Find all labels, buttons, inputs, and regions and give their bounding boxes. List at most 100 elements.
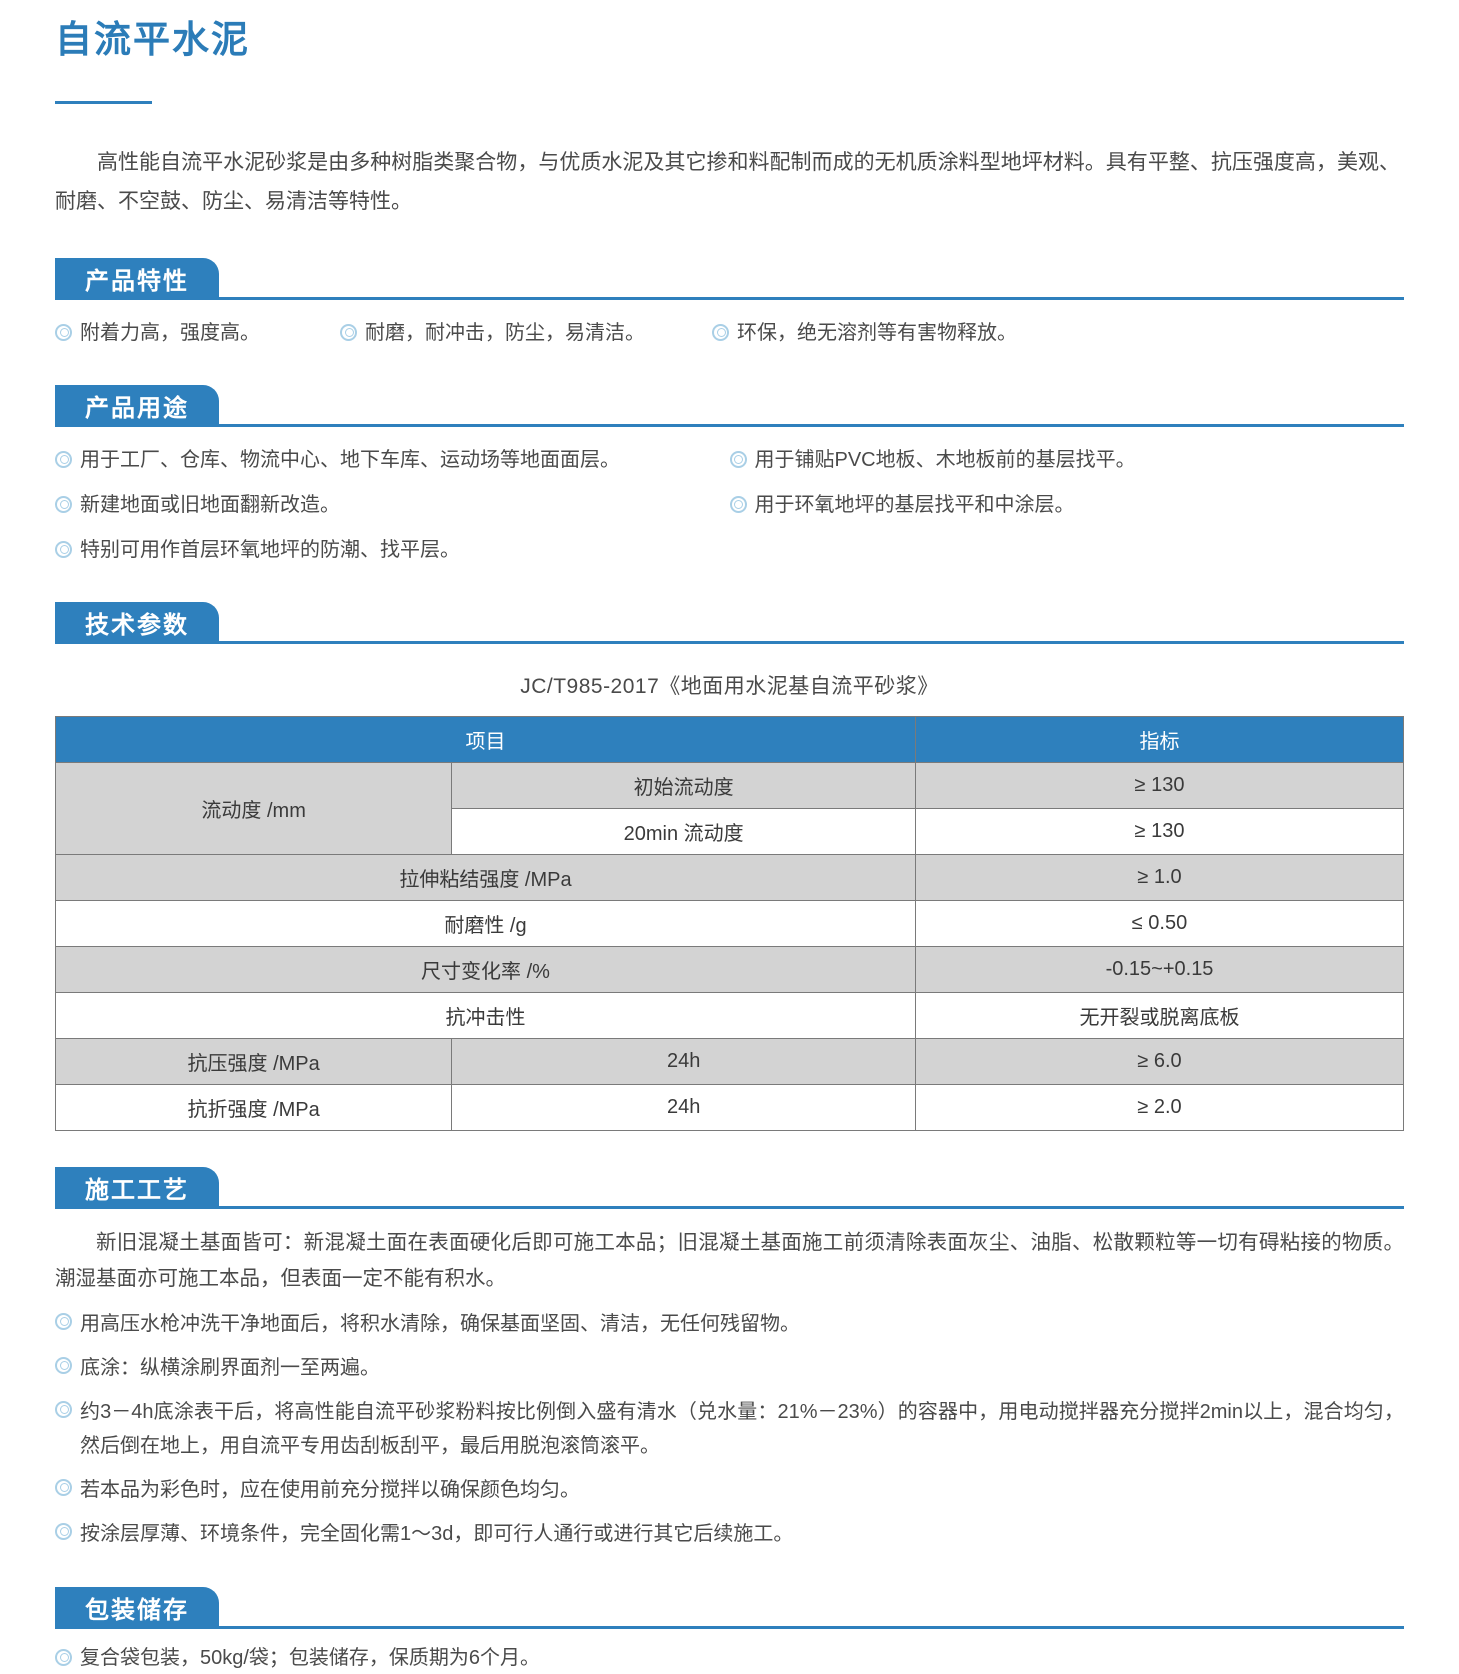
section-tech-params: 技术参数 JC/T985-2017《地面用水泥基自流平砂浆》 项目 指标 流动度… — [54, 601, 1404, 1131]
table-row: 流动度 /mm 初始流动度 ≥ 130 — [54, 761, 1404, 855]
intro-paragraph: 高性能自流平水泥砂浆是由多种树脂类聚合物，与优质水泥及其它掺和料配制而成的无机质… — [55, 151, 1400, 213]
section-badge-features: 产品特性 — [55, 257, 219, 300]
table-row: 耐磨性 /g ≤ 0.50 — [55, 899, 1404, 947]
double-circle-bullet-icon — [55, 1356, 72, 1374]
table-row: 抗冲击性 无开裂或脱离底板 — [55, 991, 1404, 1039]
list-item-label: 用高压水枪冲洗干净地面后，将积水清除，确保基面坚固、清洁，无任何残留物。 — [80, 1312, 800, 1335]
list-item-label: 若本品为彩色时，应在使用前充分搅拌以确保颜色均匀。 — [80, 1478, 580, 1501]
list-item: 用于工厂、仓库、物流中心、地下车库、运动场等地面面层。 — [55, 445, 700, 476]
page-title: 自流平水泥 — [55, 19, 250, 60]
double-circle-bullet-icon — [712, 323, 729, 341]
section-features: 产品特性 附着力高，强度高。 耐磨，耐冲击，防尘，易清洁。 环保，绝无溶剂等有害… — [55, 257, 1404, 349]
section-header-packaging: 包装储存 — [55, 1586, 1404, 1629]
double-circle-bullet-icon — [55, 1478, 72, 1496]
cell-sub: 24h — [451, 1037, 916, 1085]
cell-item: 尺寸变化率 /% — [55, 945, 916, 993]
cell-value: ≥ 130 — [915, 807, 1404, 855]
tech-params-table: 项目 指标 流动度 /mm 初始流动度 ≥ 130 20min 流动度 ≥ 13… — [54, 715, 1404, 1131]
double-circle-bullet-icon — [55, 1400, 72, 1418]
table-row: 20min 流动度 ≥ 130 — [55, 807, 1404, 855]
double-circle-bullet-icon — [340, 323, 357, 341]
double-circle-bullet-icon — [55, 1522, 72, 1540]
column-header-index: 指标 — [915, 715, 1404, 763]
list-item: 用于环氧地坪的基层找平和中涂层。 — [729, 490, 1375, 521]
cell-value: ≤ 0.50 — [915, 899, 1404, 947]
list-item: 附着力高，强度高。 — [55, 318, 340, 349]
section-badge-packaging: 包装储存 — [55, 1586, 219, 1629]
list-item: 约3－4h底涂表干后，将高性能自流平砂浆粉料按比例倒入盛有清水（兑水量：21%－… — [55, 1395, 1404, 1463]
process-list: 用高压水枪冲洗干净地面后，将积水清除，确保基面坚固、清洁，无任何残留物。 底涂：… — [55, 1307, 1404, 1551]
table-row: 抗折强度 /MPa 24h ≥ 2.0 — [54, 1083, 1404, 1131]
cell-value: -0.15~+0.15 — [915, 945, 1404, 993]
uses-column-left: 用于工厂、仓库、物流中心、地下车库、运动场等地面面层。 新建地面或旧地面翻新改造… — [55, 431, 730, 566]
list-item-label: 用于环氧地坪的基层找平和中涂层。 — [754, 493, 1075, 516]
section-process: 施工工艺 新旧混凝土基面皆可：新混凝土面在表面硬化后即可施工本品；旧混凝土基面施… — [55, 1166, 1404, 1551]
table-row: 拉伸粘结强度 /MPa ≥ 1.0 — [55, 853, 1404, 901]
list-item-label: 特别可用作首层环氧地坪的防潮、找平层。 — [80, 538, 460, 561]
section-header-tech: 技术参数 — [55, 601, 1404, 644]
section-uses: 产品用途 用于工厂、仓库、物流中心、地下车库、运动场等地面面层。 新建地面或旧地… — [55, 384, 1404, 566]
product-datasheet-page: 自流平水泥 高性能自流平水泥砂浆是由多种树脂类聚合物，与优质水泥及其它掺和料配制… — [54, 19, 1404, 1669]
list-item: 耐磨，耐冲击，防尘，易清洁。 — [340, 318, 712, 349]
list-item-label: 复合袋包装，50kg/袋；包装储存，保质期为6个月。 — [80, 1646, 541, 1669]
cell-sub: 20min 流动度 — [451, 807, 916, 855]
cell-value: ≥ 130 — [915, 761, 1404, 809]
section-header-process: 施工工艺 — [55, 1166, 1404, 1209]
table-header-row: 项目 指标 — [55, 715, 1404, 763]
uses-grid: 用于工厂、仓库、物流中心、地下车库、运动场等地面面层。 新建地面或旧地面翻新改造… — [55, 431, 1404, 566]
section-rule — [55, 423, 1404, 427]
list-item: 环保，绝无溶剂等有害物释放。 — [712, 318, 1017, 349]
list-item: 新建地面或旧地面翻新改造。 — [55, 490, 700, 521]
list-item-label: 用于工厂、仓库、物流中心、地下车库、运动场等地面面层。 — [80, 448, 620, 471]
list-item: 特别可用作首层环氧地坪的防潮、找平层。 — [55, 535, 700, 566]
double-circle-bullet-icon — [55, 323, 72, 341]
cell-item: 抗压强度 /MPa — [54, 1037, 453, 1085]
section-badge-uses: 产品用途 — [55, 384, 219, 427]
double-circle-bullet-icon — [55, 540, 72, 558]
cell-sub: 24h — [451, 1083, 916, 1131]
list-item-label: 用于铺贴PVC地板、木地板前的基层找平。 — [754, 448, 1136, 471]
list-item-label: 按涂层厚薄、环境条件，完全固化需1～3d，即可行人通行或进行其它后续施工。 — [80, 1522, 794, 1545]
double-circle-bullet-icon — [55, 450, 72, 468]
list-item: 底涂：纵横涂刷界面剂一至两遍。 — [55, 1351, 1404, 1385]
list-item: 用于铺贴PVC地板、木地板前的基层找平。 — [729, 445, 1375, 476]
list-item: 若本品为彩色时，应在使用前充分搅拌以确保颜色均匀。 — [55, 1473, 1404, 1507]
cell-item: 抗冲击性 — [55, 991, 916, 1039]
list-item-label: 新建地面或旧地面翻新改造。 — [80, 493, 340, 516]
section-rule — [55, 640, 1404, 644]
cell-value: ≥ 1.0 — [915, 853, 1404, 901]
process-paragraph: 新旧混凝土基面皆可：新混凝土面在表面硬化后即可施工本品；旧混凝土基面施工前须清除… — [55, 1230, 1404, 1290]
cell-item: 流动度 /mm — [54, 761, 453, 855]
cell-item: 耐磨性 /g — [55, 899, 916, 947]
double-circle-bullet-icon — [729, 495, 747, 513]
cell-value: ≥ 6.0 — [915, 1037, 1404, 1085]
list-item: 用高压水枪冲洗干净地面后，将积水清除，确保基面坚固、清洁，无任何残留物。 — [55, 1307, 1404, 1341]
cell-value: ≥ 2.0 — [915, 1083, 1404, 1131]
cell-value: 无开裂或脱离底板 — [915, 991, 1404, 1039]
double-circle-bullet-icon — [729, 450, 747, 468]
standard-reference: JC/T985-2017《地面用水泥基自流平砂浆》 — [520, 674, 939, 698]
column-header-item: 项目 — [55, 715, 916, 763]
section-rule — [55, 1205, 1404, 1209]
section-header-uses: 产品用途 — [55, 384, 1404, 427]
double-circle-bullet-icon — [55, 495, 72, 513]
title-underline — [55, 101, 152, 105]
list-item-label: 底涂：纵横涂刷界面剂一至两遍。 — [80, 1356, 380, 1379]
section-header-features: 产品特性 — [55, 257, 1404, 300]
section-rule — [55, 1625, 1404, 1629]
double-circle-bullet-icon — [55, 1312, 72, 1330]
cell-sub: 初始流动度 — [451, 761, 916, 809]
table-row: 尺寸变化率 /% -0.15~+0.15 — [55, 945, 1404, 993]
packaging-list: 复合袋包装，50kg/袋；包装储存，保质期为6个月。 — [55, 1643, 1404, 1674]
section-rule — [55, 296, 1404, 300]
list-item-label: 约3－4h底涂表干后，将高性能自流平砂浆粉料按比例倒入盛有清水（兑水量：21%－… — [80, 1400, 1404, 1457]
table-row: 抗压强度 /MPa 24h ≥ 6.0 — [54, 1037, 1404, 1085]
cell-item: 拉伸粘结强度 /MPa — [55, 853, 916, 901]
list-item-label: 环保，绝无溶剂等有害物释放。 — [737, 321, 1017, 344]
cell-item: 抗折强度 /MPa — [54, 1083, 453, 1131]
double-circle-bullet-icon — [55, 1648, 72, 1666]
section-badge-process: 施工工艺 — [55, 1166, 219, 1209]
list-item: 按涂层厚薄、环境条件，完全固化需1～3d，即可行人通行或进行其它后续施工。 — [55, 1517, 1404, 1551]
list-item: 复合袋包装，50kg/袋；包装储存，保质期为6个月。 — [55, 1643, 1404, 1674]
list-item-label: 耐磨，耐冲击，防尘，易清洁。 — [365, 321, 645, 344]
